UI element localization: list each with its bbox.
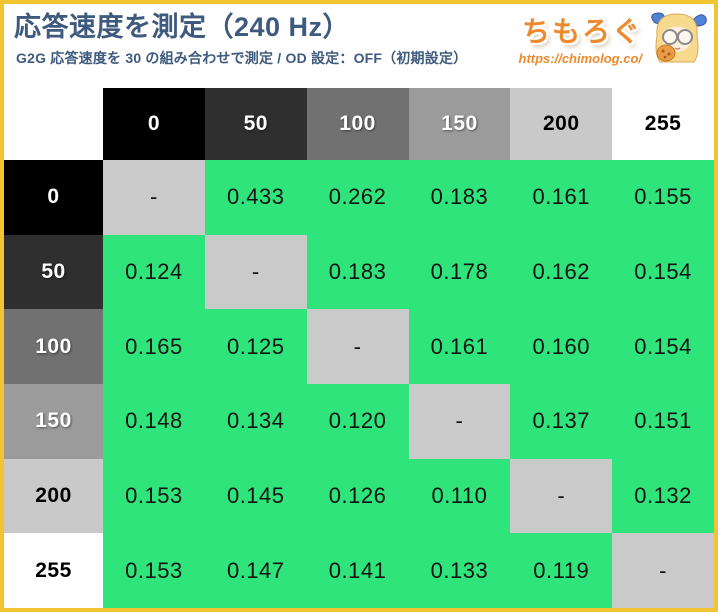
value-cell-50-0: 0.124	[103, 234, 205, 310]
site-url: https://chimolog.co/	[518, 51, 643, 66]
value-cell-0-50: 0.433	[204, 160, 307, 235]
diagonal-cell: -	[306, 309, 409, 384]
value-cell-255-200: 0.119	[510, 533, 613, 608]
col-header-50: 50	[204, 88, 307, 160]
col-header-255: 255	[612, 88, 714, 160]
row-header-255: 255	[4, 533, 103, 608]
value-cell-200-50: 0.145	[204, 458, 307, 534]
response-time-table: 0 50 100 150 200 255 0-0.433 0.262 0.183 0.161 0.1…	[4, 88, 714, 608]
value-cell-150-255: 0.151	[612, 383, 714, 459]
value-cell-255-0: 0.153	[103, 533, 205, 608]
row-header-200: 200	[4, 458, 103, 534]
value-cell-0-150: 0.183	[408, 160, 511, 235]
logo-text-column: ちもろぐ https://chimolog.co/	[519, 10, 643, 66]
value-cell-50-100: 0.183	[306, 234, 409, 310]
diagonal-cell: -	[103, 160, 205, 235]
value-cell-255-100: 0.141	[306, 533, 409, 608]
value-cell-255-150: 0.133	[408, 533, 511, 608]
value-cell-50-150: 0.178	[408, 234, 511, 310]
col-header-0: 0	[103, 88, 205, 160]
value-cell-200-0: 0.153	[103, 458, 205, 534]
value-cell-150-50: 0.134	[204, 383, 307, 459]
value-cell-150-200: 0.137	[510, 383, 613, 459]
corner-cell	[4, 88, 103, 160]
row-header-100: 100	[4, 309, 103, 384]
value-cell-100-50: 0.125	[204, 309, 307, 384]
value-cell-0-100: 0.262	[306, 160, 409, 235]
diagonal-cell: -	[204, 234, 307, 310]
value-cell-150-0: 0.148	[103, 383, 205, 459]
col-header-150: 150	[408, 88, 511, 160]
value-cell-100-0: 0.165	[103, 309, 205, 384]
row-header-0: 0	[4, 160, 103, 235]
value-cell-150-100: 0.120	[306, 383, 409, 459]
diagonal-cell: -	[510, 458, 613, 534]
figure-header: 応答速度を測定（240 Hz） G2G 応答速度を 30 の組み合わせで測定 /…	[4, 4, 714, 88]
value-cell-0-255: 0.155	[612, 160, 714, 235]
page-subtitle: G2G 応答速度を 30 の組み合わせで測定 / OD 設定：OFF（初期設定）	[16, 49, 468, 66]
title-block: 応答速度を測定（240 Hz） G2G 応答速度を 30 の組み合わせで測定 /…	[14, 12, 468, 68]
value-cell-0-200: 0.161	[510, 160, 613, 235]
site-name: ちもろぐ	[521, 16, 642, 47]
value-cell-100-255: 0.154	[612, 309, 714, 384]
value-cell-50-200: 0.162	[510, 234, 613, 310]
value-cell-50-255: 0.154	[612, 234, 714, 310]
page-title: 応答速度を測定（240 Hz）	[14, 12, 351, 42]
col-header-100: 100	[306, 88, 409, 160]
diagonal-cell: -	[612, 533, 714, 608]
row-header-150: 150	[4, 383, 103, 459]
mascot-icon	[651, 12, 707, 63]
col-header-200: 200	[510, 88, 613, 160]
value-cell-100-200: 0.160	[510, 309, 613, 384]
diagonal-cell: -	[408, 383, 511, 459]
value-cell-200-255: 0.132	[612, 458, 714, 534]
value-cell-200-100: 0.126	[306, 458, 409, 534]
site-logo: ちもろぐ https://chimolog.co/	[519, 6, 711, 66]
row-header-50: 50	[4, 234, 103, 310]
value-cell-255-50: 0.147	[204, 533, 307, 608]
value-cell-200-150: 0.110	[408, 458, 511, 534]
value-cell-100-150: 0.161	[408, 309, 511, 384]
